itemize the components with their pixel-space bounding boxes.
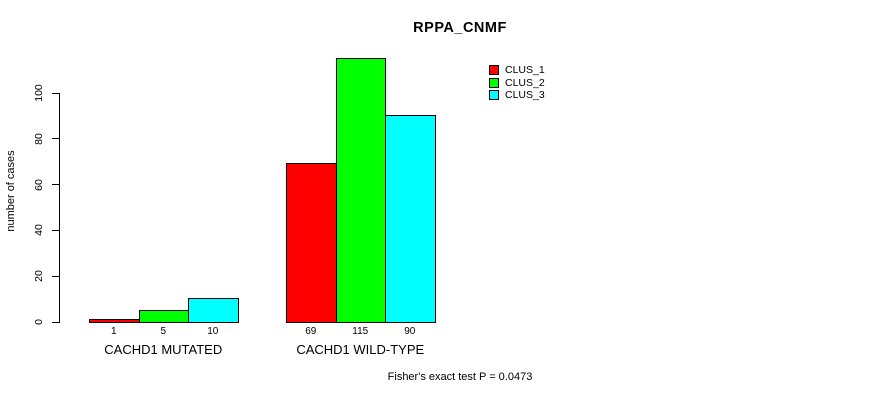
bar-value-label: 69 — [305, 326, 317, 337]
category-label: CACHD1 WILD-TYPE — [296, 342, 425, 357]
bar-value-label: 115 — [352, 326, 369, 337]
annotation-text: Fisher's exact test P = 0.0473 — [387, 371, 533, 383]
bar-value-label: 1 — [110, 326, 117, 337]
y-axis-label: number of cases — [5, 150, 17, 232]
legend-label: CLUS_1 — [505, 64, 545, 76]
y-axis-tick — [52, 92, 59, 94]
y-axis-tick — [52, 321, 59, 323]
bar-value-label: 10 — [207, 326, 219, 337]
y-axis-tick-label: 0 — [33, 319, 45, 325]
y-axis-tick — [52, 229, 59, 231]
bar-clus_2-2 — [335, 57, 386, 323]
bar-clus_3-1 — [188, 298, 239, 323]
y-axis-tick-label: 80 — [33, 132, 45, 145]
legend-swatch-icon — [489, 77, 499, 88]
y-axis-tick — [52, 138, 59, 140]
y-axis-tick — [52, 275, 59, 277]
y-axis-tick-label: 20 — [33, 270, 45, 283]
legend-label: CLUS_2 — [505, 76, 545, 89]
chart-title: RPPA_CNMF — [413, 20, 507, 36]
y-axis-tick-label: 60 — [33, 178, 45, 191]
bar-clus_3-2 — [385, 114, 436, 323]
legend-swatch-icon — [489, 90, 499, 100]
legend-label: CLUS_3 — [505, 89, 545, 101]
y-axis-tick-label: 40 — [33, 224, 45, 237]
bar-value-label: 90 — [404, 326, 416, 337]
y-axis-line — [59, 93, 60, 323]
y-axis-tick — [52, 184, 59, 186]
bar-clus_2-1 — [138, 309, 189, 323]
bar-value-label: 5 — [160, 326, 167, 337]
bar-clus_1-1 — [89, 318, 140, 323]
category-label: CACHD1 MUTATED — [104, 342, 223, 357]
y-axis-tick-label: 100 — [33, 84, 45, 102]
bar-clus_1-2 — [286, 162, 337, 323]
legend-swatch-icon — [489, 65, 499, 75]
